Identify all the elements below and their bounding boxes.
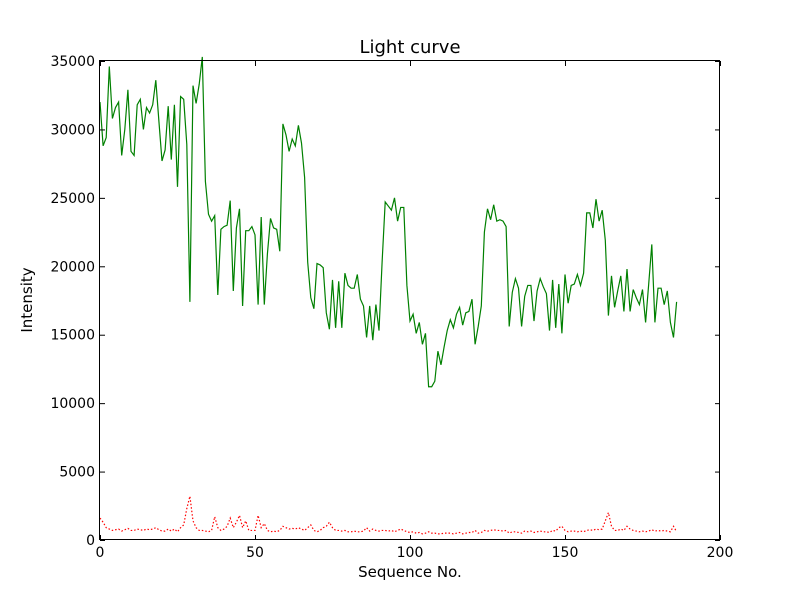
x-tick-label: 50 [246,545,264,561]
y-tick-label: 15000 [50,328,95,344]
series-line-2 [99,496,678,535]
chart-title: Light curve [359,37,460,58]
y-tick-label: 5000 [59,465,95,481]
series-layer [99,56,678,535]
y-axis: 0 5000 10000 15000 20000 25000 30000 35000 [50,54,720,549]
y-tick-label: 10000 [50,396,95,412]
y-tick-label: 30000 [50,122,95,138]
plot-frame [99,60,720,540]
y-tick-label: 25000 [50,191,95,207]
x-axis-label: Sequence No. [358,563,462,581]
x-tick-label: 0 [96,545,105,561]
x-tick-label: 200 [707,545,734,561]
series-line-1 [99,56,678,388]
y-tick-label: 20000 [50,259,95,275]
y-axis-label: Intensity [18,267,36,332]
x-tick-label: 150 [552,545,579,561]
y-tick-label: 0 [86,533,95,549]
x-tick-label: 100 [397,545,424,561]
y-tick-label: 35000 [50,54,95,70]
x-axis: 0 50 100 150 200 [96,61,734,561]
